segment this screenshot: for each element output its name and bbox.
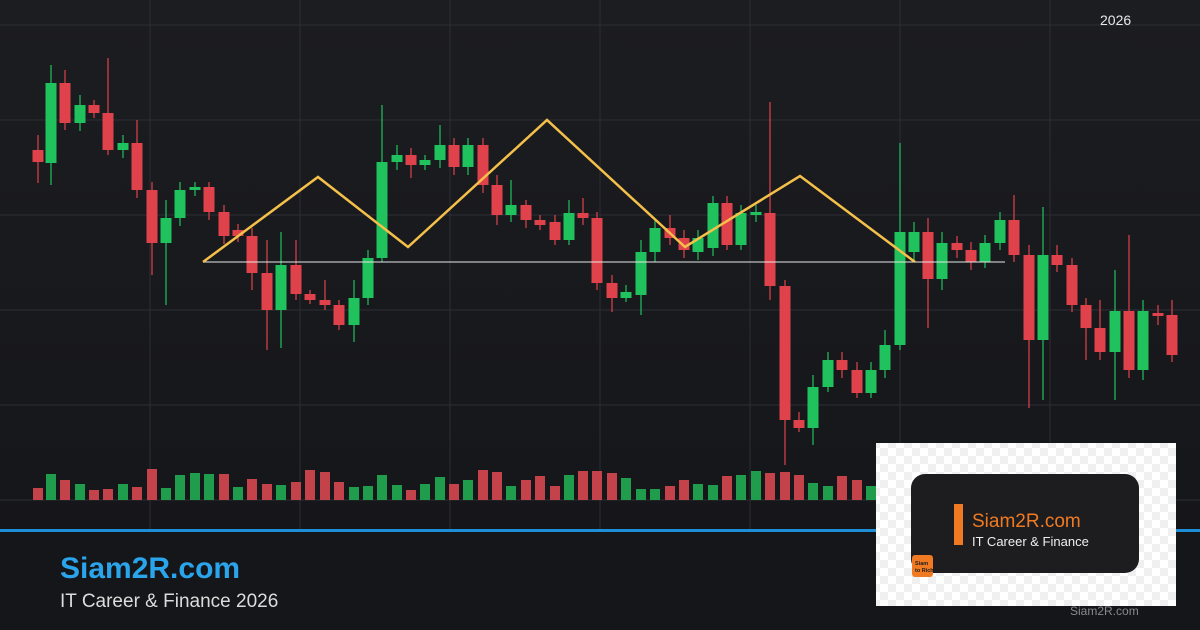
brand-subtitle: IT Career & Finance 2026 (60, 591, 278, 612)
logo-accent (954, 504, 963, 545)
logo-tagline: IT Career & Finance (972, 534, 1089, 549)
footer-divider (0, 529, 1200, 532)
brand-title: Siam2R.com (60, 552, 240, 585)
candlesticks (32, 58, 1178, 465)
year-label: 2026 (1100, 12, 1131, 28)
logo-box (911, 474, 1139, 573)
badge-line: to Rich (915, 568, 934, 574)
logo-badge (912, 555, 933, 577)
volume-bars (33, 469, 876, 500)
logo-title: Siam2R.com (972, 511, 1081, 532)
badge-line: Siam (915, 561, 928, 567)
pattern-line (202, 118, 916, 264)
watermark: Siam2R.com (1070, 604, 1139, 618)
logo-card: Siam2R.com IT Career & Finance Siam to R… (876, 443, 1176, 606)
